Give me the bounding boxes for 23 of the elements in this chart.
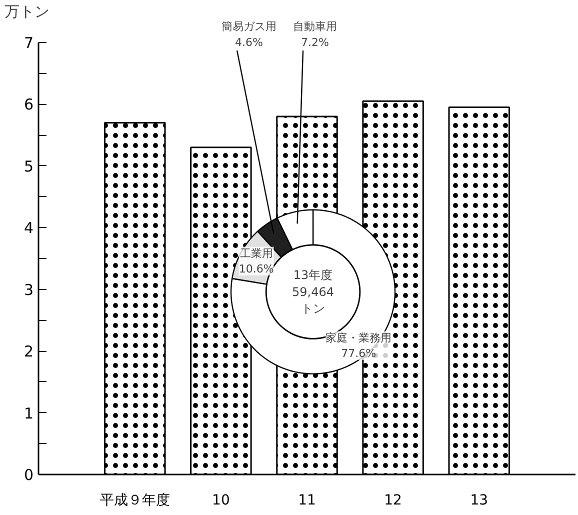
y-tick-label: 7 — [24, 34, 34, 52]
data-label: 7.2% — [301, 36, 330, 49]
slice-label: 簡易ガス用 — [222, 20, 277, 34]
annotation: 13年度 59,464 トン — [292, 268, 334, 316]
y-tick-label: 3 — [24, 280, 34, 299]
y-tick-label: 6 — [24, 96, 34, 114]
y-tick-label: 0 — [24, 466, 34, 484]
x-tick-label: 10 — [212, 492, 230, 508]
y-tick-label: 4 — [24, 219, 34, 238]
slice-label: 工業用 — [240, 246, 273, 260]
data-label: 10.6% — [238, 262, 274, 276]
y-tick-label: 2 — [24, 342, 34, 361]
y-tick-label: 5 — [24, 157, 34, 176]
x-tick-label: 平成９年度 — [100, 492, 170, 508]
data-label: 4.6% — [235, 36, 264, 49]
x-tick-label: 11 — [298, 492, 316, 508]
y-axis-title: 万トン — [4, 2, 50, 20]
slice-label: 家庭・業務用 — [326, 331, 392, 344]
x-tick-label: 13 — [470, 492, 488, 508]
data-label: 77.6% — [341, 346, 376, 360]
slice-label: 自動車用 — [293, 20, 338, 34]
x-tick-label: 12 — [384, 492, 402, 508]
y-tick-label: 1 — [24, 404, 34, 422]
